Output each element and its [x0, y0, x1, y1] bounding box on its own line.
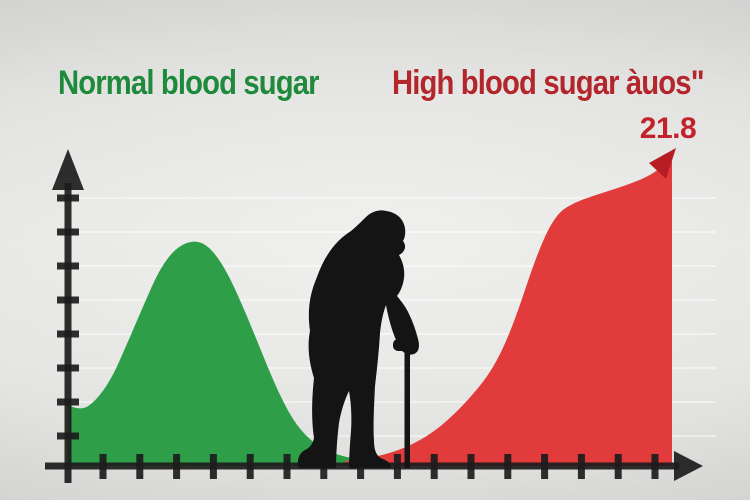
high-curve-area	[345, 160, 672, 466]
high-blood-sugar-title: High blood sugar àuos"	[392, 64, 705, 102]
normal-curve-area	[68, 241, 377, 466]
y-axis-ticks	[57, 194, 79, 440]
peak-value-label: 21.8	[639, 112, 697, 145]
rising-arrow-icon	[649, 148, 676, 179]
x-axis-arrowhead-icon	[674, 451, 703, 481]
normal-blood-sugar-title: Normal blood sugar	[58, 64, 320, 102]
man-body	[297, 210, 419, 468]
elderly-person-silhouette	[297, 210, 419, 468]
cane-shaft	[404, 346, 410, 468]
y-axis-arrowhead-icon	[52, 149, 84, 190]
